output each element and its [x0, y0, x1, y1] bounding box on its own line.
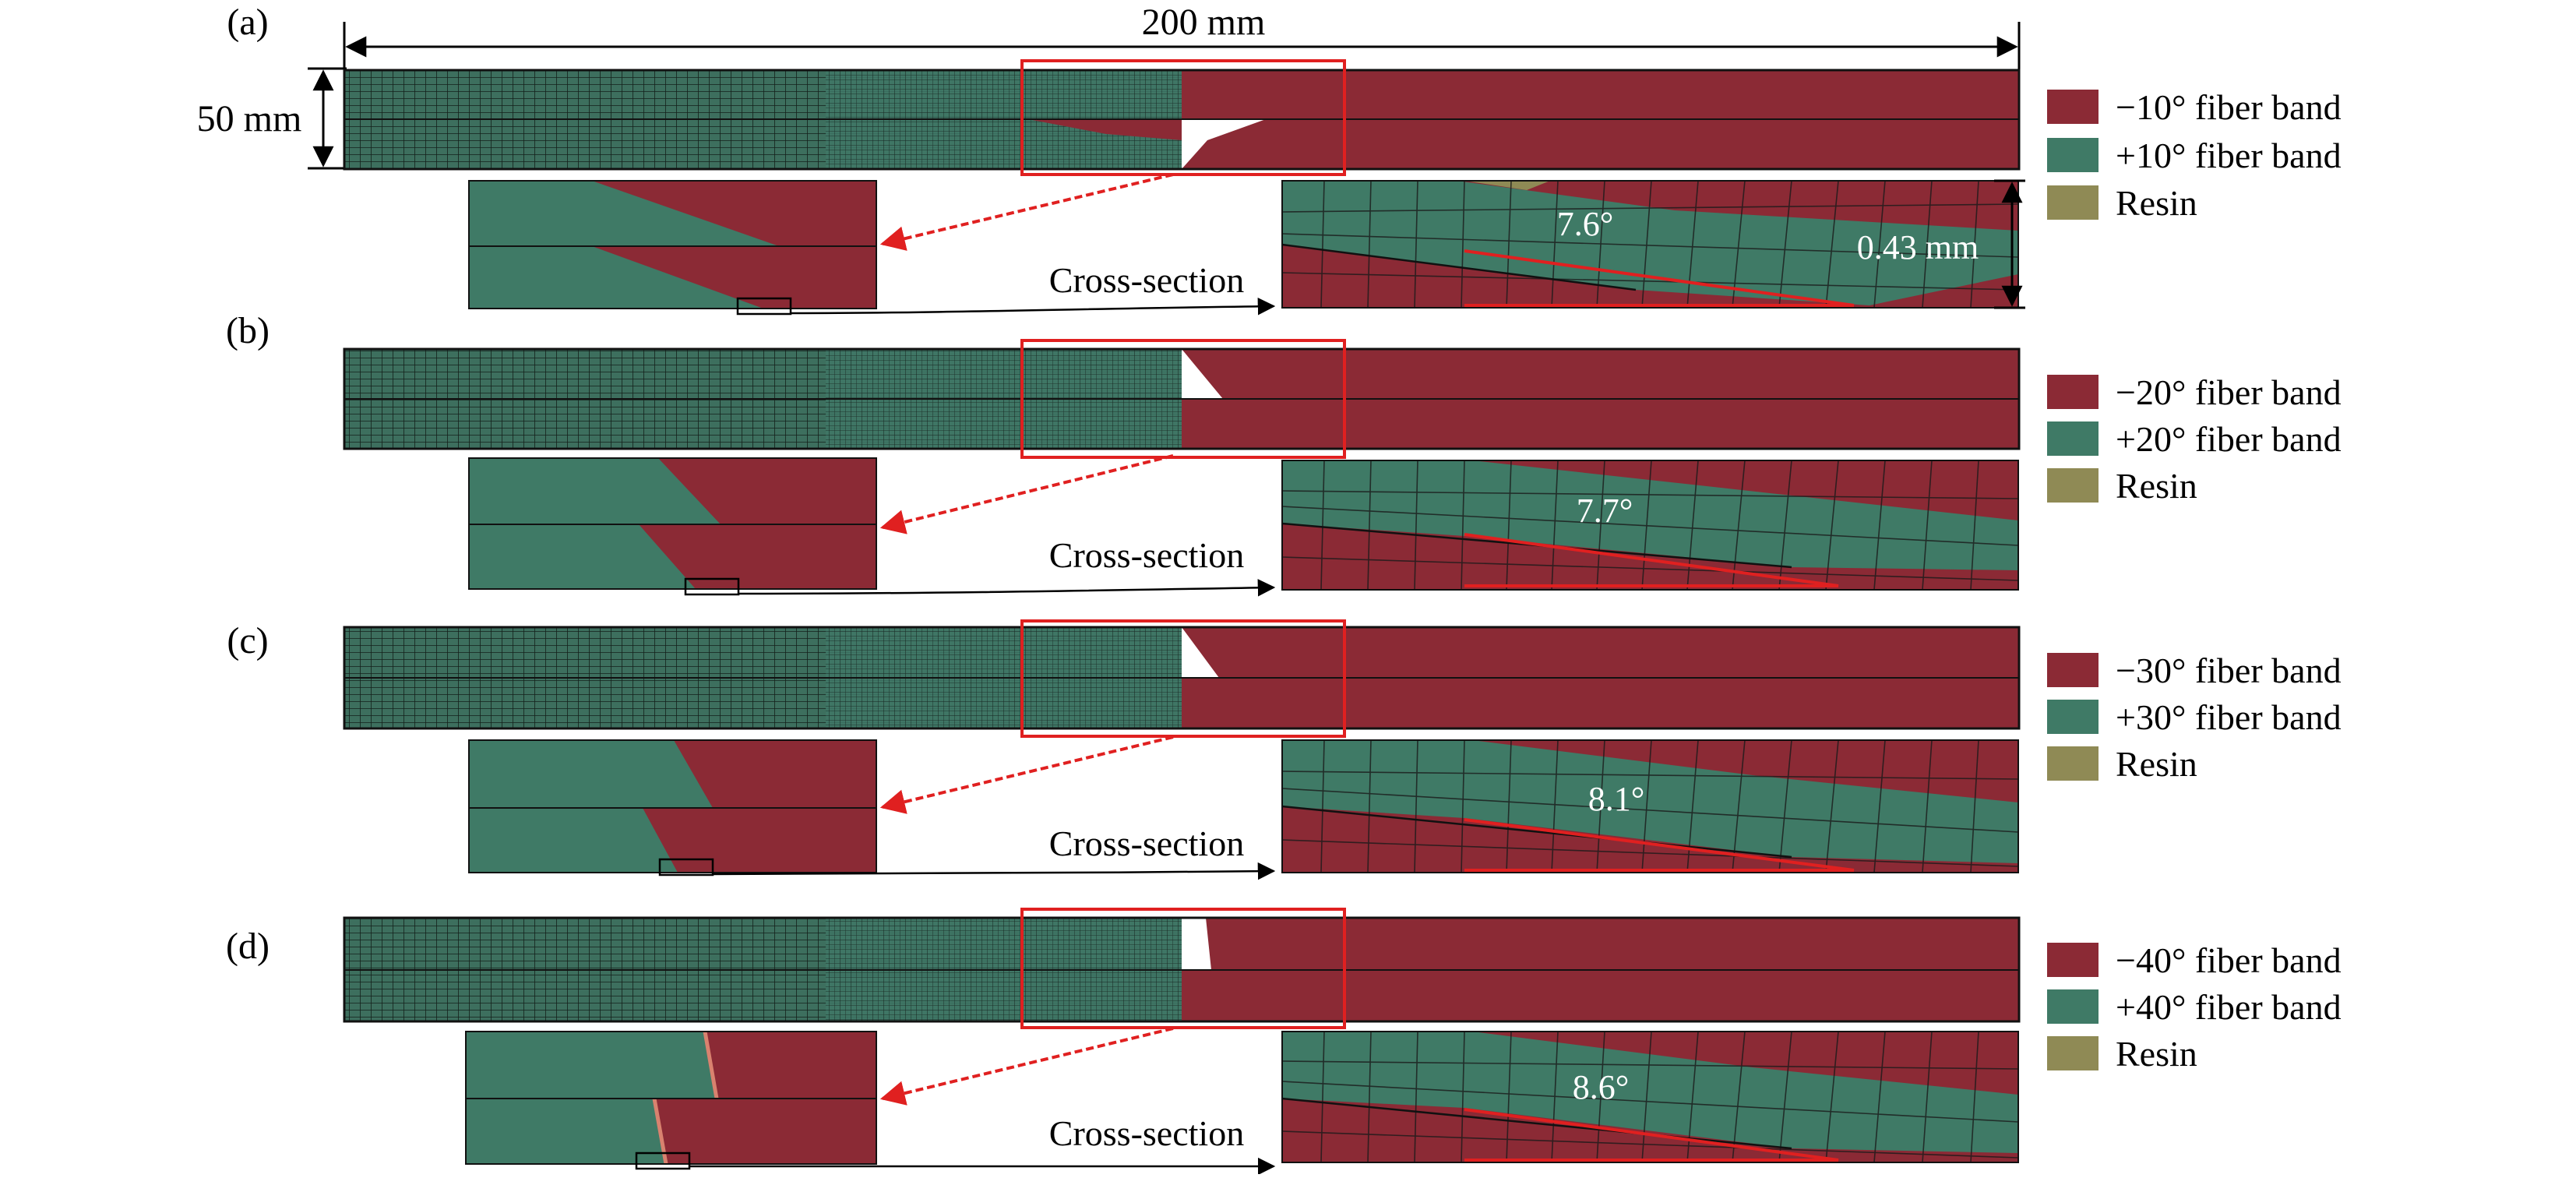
legend-swatch-resin [2047, 185, 2099, 220]
panel-a-detail-marker [736, 297, 792, 316]
panel-d-cross-section-label: Cross-section [1049, 1113, 1244, 1153]
panel-b-label: (b) [226, 310, 270, 351]
width-dimension-label: 200 mm [1142, 2, 1266, 43]
panel-b-angle-line [1464, 533, 1839, 587]
legend-swatch-minus [2047, 943, 2099, 977]
panel-c-cross-section: 8.1° [1281, 739, 2019, 873]
panel-a-legend-minus: −10° fiber band [2116, 87, 2342, 127]
panel-a-angle-label: 7.6° [1557, 205, 1614, 243]
panel-b-legend-minus: −20° fiber band [2116, 372, 2342, 412]
panel-c-laminate [343, 619, 2021, 738]
height-dimension: 50 mm [197, 67, 347, 170]
panel-c-legend-plus: +30° fiber band [2116, 697, 2342, 737]
panel-a-angle-line [1464, 249, 1855, 307]
panel-c-detail-marker [658, 858, 714, 876]
panel-d-laminate [343, 908, 2021, 1029]
panel-d-angle-line [1464, 1108, 1839, 1162]
panel-d-detail-marker [635, 1152, 691, 1170]
panel-c-label: (c) [227, 620, 268, 661]
legend-swatch-plus [2047, 989, 2099, 1024]
panel-a-zoom-box [1020, 59, 1346, 176]
panel-a-laminate [343, 59, 2021, 176]
panel-c-cross-section-label: Cross-section [1049, 824, 1244, 863]
legend-swatch-minus [2047, 90, 2099, 124]
panel-c-angle-line [1464, 818, 1855, 872]
legend-swatch-resin [2047, 1036, 2099, 1070]
panel-b-cross-section: 7.7° [1281, 460, 2019, 591]
panel-b-laminate [343, 339, 2021, 459]
panel-a-legend-resin: Resin [2116, 183, 2197, 223]
panel-a-legend: −10° fiber band +10° fiber band Resin [2047, 87, 2342, 223]
legend-swatch-minus [2047, 653, 2099, 687]
panel-a-thickness-dimension [1994, 179, 2025, 309]
panel-d-legend-plus: +40° fiber band [2116, 987, 2342, 1027]
legend-swatch-minus [2047, 375, 2099, 409]
legend-swatch-plus [2047, 138, 2099, 172]
panel-c-legend: −30° fiber band +30° fiber band Resin [2047, 651, 2342, 784]
panel-c-zoom-box [1020, 619, 1346, 738]
panel-a: (a) Cross-section [227, 2, 2342, 316]
panel-a-cross-section-label: Cross-section [1049, 260, 1244, 300]
width-dimension: 200 mm [343, 2, 2021, 70]
panel-b-detail [468, 454, 1276, 597]
panel-c-angle-label: 8.1° [1588, 780, 1645, 818]
panel-d-zoom-box [1020, 908, 1346, 1029]
panel-d-cross-section: 8.6° [1281, 1031, 2019, 1163]
panel-c-legend-minus: −30° fiber band [2116, 651, 2342, 690]
panel-d-legend-resin: Resin [2116, 1034, 2197, 1074]
panel-b: (b) Cross-section [226, 310, 2342, 597]
panel-b-detail-marker [684, 577, 740, 596]
legend-swatch-resin [2047, 746, 2099, 781]
panel-b-legend-resin: Resin [2116, 466, 2197, 506]
panel-a-detail [468, 173, 1276, 316]
panel-b-angle-label: 7.7° [1577, 492, 1633, 530]
panel-c-legend-resin: Resin [2116, 744, 2197, 784]
legend-swatch-resin [2047, 468, 2099, 503]
panel-d-angle-label: 8.6° [1573, 1068, 1630, 1106]
height-dimension-label: 50 mm [197, 98, 302, 139]
legend-swatch-plus [2047, 700, 2099, 734]
panel-b-zoom-box [1020, 339, 1346, 459]
panel-b-legend-plus: +20° fiber band [2116, 419, 2342, 459]
panel-a-label: (a) [227, 2, 268, 43]
panel-c-detail [468, 735, 1276, 880]
panel-a-thickness-label: 0.43 mm [1857, 228, 1979, 266]
panel-d-legend: −40° fiber band +40° fiber band Resin [2047, 940, 2342, 1074]
panel-d: (d) Cross-section [226, 908, 2342, 1176]
panel-b-legend: −20° fiber band +20° fiber band Resin [2047, 372, 2342, 506]
panel-c: (c) Cross-section [227, 619, 2342, 880]
panel-d-legend-minus: −40° fiber band [2116, 940, 2342, 980]
legend-swatch-plus [2047, 421, 2099, 456]
panel-d-detail [465, 1027, 1276, 1176]
panel-b-cross-section-label: Cross-section [1049, 535, 1244, 575]
panel-a-legend-plus: +10° fiber band [2116, 136, 2342, 175]
panel-d-label: (d) [226, 926, 270, 967]
panel-a-cross-section: 7.6° 0.43 mm [1281, 179, 2025, 309]
